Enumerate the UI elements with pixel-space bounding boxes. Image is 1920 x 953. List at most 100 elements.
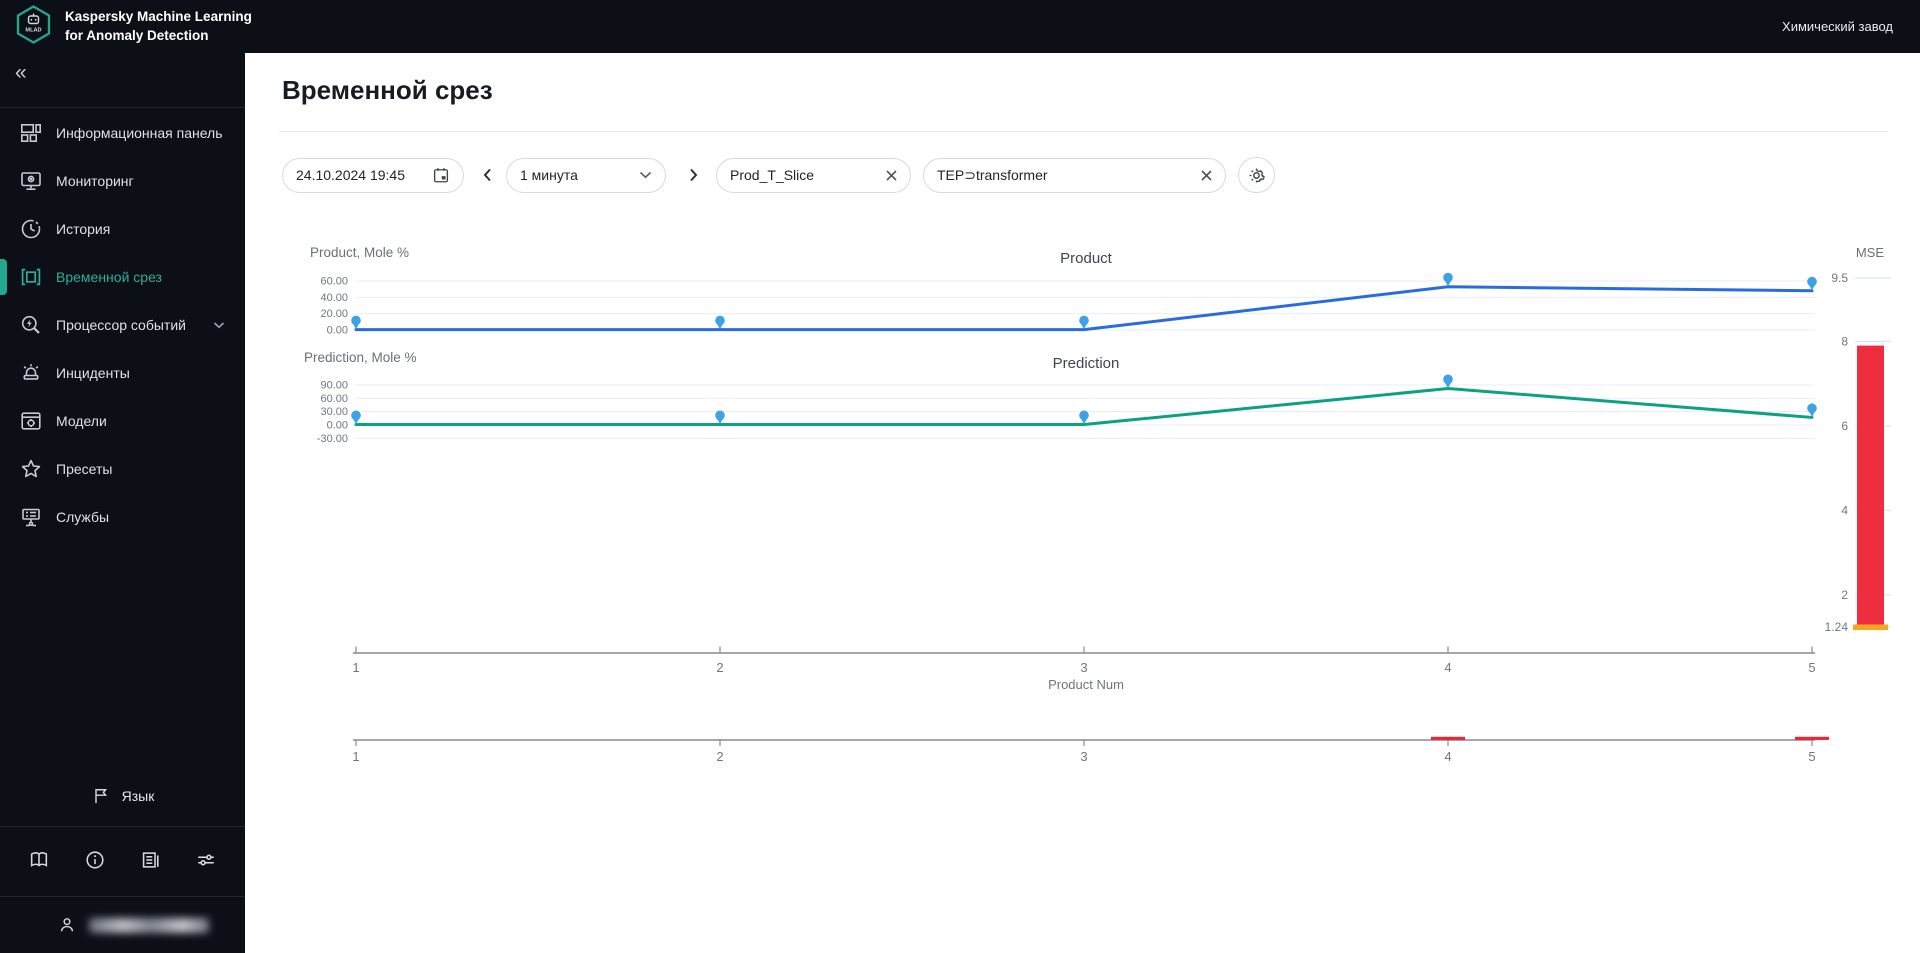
chevron-right-icon	[689, 168, 697, 182]
sidebar-item-time-slice[interactable]: Временной срез	[0, 253, 245, 301]
sidebar-divider	[0, 107, 245, 108]
svg-text:90.00: 90.00	[320, 379, 348, 391]
interval-select[interactable]: 1 минута	[506, 157, 666, 193]
svg-text:Prediction: Prediction	[1053, 355, 1120, 372]
svg-text:2: 2	[716, 660, 723, 675]
svg-text:Product Num: Product Num	[1048, 677, 1124, 692]
settings-sliders-icon[interactable]	[195, 849, 217, 871]
person-icon	[60, 918, 74, 932]
svg-text:60.00: 60.00	[320, 275, 348, 287]
flag-icon	[94, 788, 107, 804]
sidebar-item-history[interactable]: История	[0, 205, 245, 253]
svg-text:8: 8	[1841, 334, 1848, 348]
svg-text:60.00: 60.00	[320, 393, 348, 405]
step-forward-button[interactable]	[682, 158, 704, 193]
svg-text:6: 6	[1841, 419, 1848, 433]
sidebar-item-monitoring[interactable]: Мониторинг	[0, 157, 245, 205]
monitoring-icon	[21, 172, 41, 191]
title-divider	[279, 131, 1888, 132]
svg-text:2: 2	[1841, 588, 1848, 602]
services-icon	[22, 508, 40, 527]
sidebar-item-label: Мониторинг	[56, 173, 134, 189]
tag-prod-t-slice[interactable]: Prod_T_Slice	[716, 157, 911, 193]
svg-text:Prediction, Mole %: Prediction, Mole %	[304, 350, 417, 365]
user-account[interactable]	[0, 905, 245, 945]
sidebar-divider	[0, 826, 245, 827]
topbar: MLAD Kaspersky Machine Learning for Anom…	[0, 0, 1920, 53]
sidebar-footer-icons	[0, 839, 245, 881]
svg-text:1: 1	[352, 660, 359, 675]
sidebar-item-label: Процессор событий	[56, 317, 186, 333]
sidebar-item-presets[interactable]: Пресеты	[0, 445, 245, 493]
svg-text:2: 2	[716, 749, 723, 764]
event-processor-icon	[21, 315, 40, 334]
chevron-down-icon	[213, 321, 225, 329]
svg-text:5: 5	[1808, 660, 1815, 675]
svg-text:4: 4	[1444, 749, 1451, 764]
svg-text:30.00: 30.00	[320, 406, 348, 418]
close-icon	[886, 169, 897, 181]
sidebar-item-event-processor[interactable]: Процессор событий	[0, 301, 245, 349]
tag-tep-transformer[interactable]: TEP⊃transformer	[923, 157, 1226, 193]
svg-text:0.00: 0.00	[327, 420, 348, 432]
release-notes-icon[interactable]	[139, 849, 161, 871]
remove-tag-button[interactable]	[1201, 169, 1212, 181]
close-icon	[1201, 169, 1212, 181]
svg-text:-30.00: -30.00	[317, 433, 348, 445]
charts-canvas: Product, Mole % Product60.0040.0020.000.0…	[304, 245, 1891, 764]
svg-text:MLAD: MLAD	[25, 27, 41, 33]
models-icon	[21, 412, 41, 430]
sidebar-item-models[interactable]: Модели	[0, 397, 245, 445]
language-button[interactable]: Язык	[0, 775, 245, 817]
svg-text:MSE: MSE	[1856, 245, 1885, 260]
calendar-icon	[433, 168, 449, 183]
sidebar-item-label: История	[56, 221, 111, 237]
time-slice-icon	[21, 268, 41, 286]
plant-name-label: Химический завод	[1782, 19, 1893, 34]
info-icon[interactable]	[84, 849, 106, 871]
svg-text:40.00: 40.00	[320, 292, 348, 304]
toolbar: 24.10.2024 19:45 1 минута Prod_T_Slice	[282, 157, 1275, 193]
dashboard-icon	[20, 123, 41, 142]
interval-value: 1 минута	[520, 167, 578, 183]
sidebar-collapse-button[interactable]: «	[15, 61, 27, 84]
chevron-left-icon	[483, 168, 491, 182]
sidebar-item-label: Пресеты	[56, 461, 113, 477]
sidebar-item-label: Модели	[56, 413, 107, 429]
app-title: Kaspersky Machine Learning for Anomaly D…	[65, 8, 252, 43]
svg-text:0.00: 0.00	[327, 325, 348, 337]
svg-text:1: 1	[352, 749, 359, 764]
svg-text:3: 3	[1080, 660, 1087, 675]
svg-text:20.00: 20.00	[320, 308, 348, 320]
user-email-obscured	[89, 917, 209, 933]
sidebar: « Информационная панель Мониторинг	[0, 53, 245, 953]
main-content: Временной срез 24.10.2024 19:45 1 минута	[245, 53, 1920, 953]
svg-text:4: 4	[1841, 503, 1848, 517]
remove-tag-button[interactable]	[886, 169, 897, 181]
chevron-down-icon	[639, 171, 652, 179]
gear-icon	[1249, 168, 1265, 182]
tag-label: Prod_T_Slice	[730, 167, 815, 183]
active-indicator	[0, 259, 7, 295]
datetime-value: 24.10.2024 19:45	[296, 167, 405, 183]
sidebar-item-services[interactable]: Службы	[0, 493, 245, 541]
svg-text:Product, Mole %: Product, Mole %	[310, 245, 409, 260]
sidebar-item-label: Инциденты	[56, 365, 130, 381]
step-back-button[interactable]	[476, 158, 498, 193]
guide-book-icon[interactable]	[28, 849, 50, 871]
svg-text:3: 3	[1080, 749, 1087, 764]
chart-settings-button[interactable]	[1238, 157, 1275, 193]
svg-text:Product: Product	[1060, 250, 1113, 267]
datetime-picker[interactable]: 24.10.2024 19:45	[282, 157, 464, 193]
sidebar-item-label: Службы	[56, 509, 110, 525]
sidebar-divider	[0, 896, 245, 897]
tag-label: TEP⊃transformer	[937, 166, 1048, 183]
kaspersky-mlad-logo-icon: MLAD	[13, 4, 54, 50]
sidebar-item-label: Временной срез	[56, 269, 162, 285]
language-label: Язык	[121, 788, 155, 804]
sidebar-item-incidents[interactable]: Инциденты	[0, 349, 245, 397]
history-icon	[21, 219, 41, 239]
svg-text:4: 4	[1444, 660, 1451, 675]
sidebar-item-dashboard[interactable]: Информационная панель	[0, 109, 245, 157]
sidebar-menu: Информационная панель Мониторинг Истор	[0, 109, 245, 541]
